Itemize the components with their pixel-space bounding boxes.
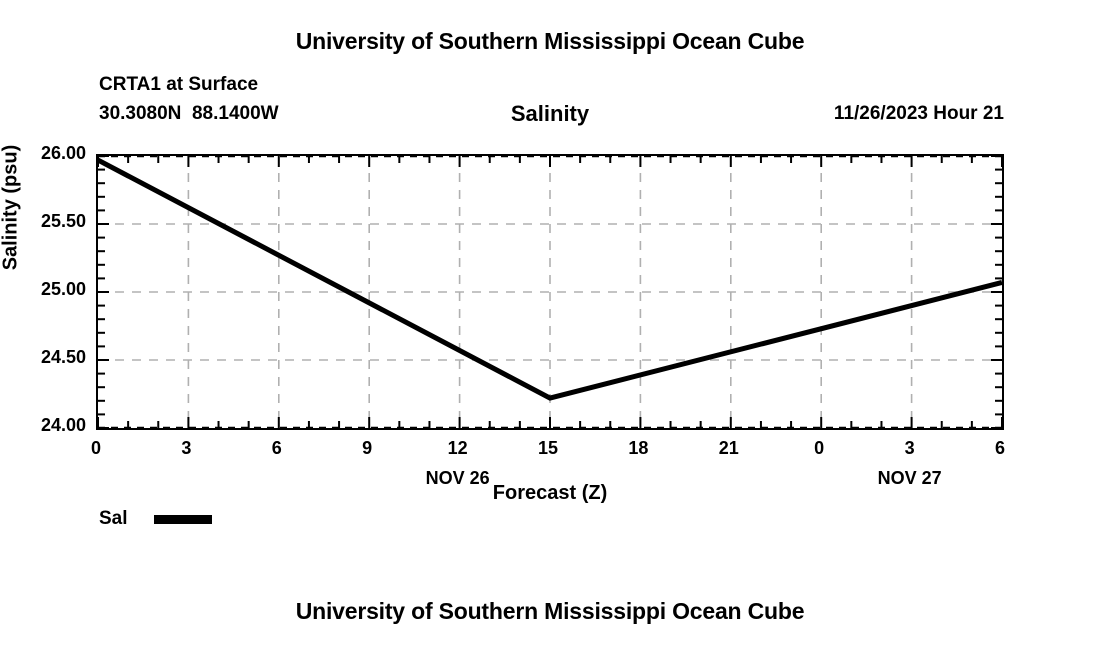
x-day-label: NOV 26 (425, 468, 490, 488)
plot-canvas (96, 154, 1003, 430)
y-tick-label: 25.00 (40, 279, 86, 299)
page-title-top: University of Southern Mississippi Ocean… (295, 28, 805, 54)
x-tick-label: 0 (814, 438, 825, 458)
y-tick-label: 24.50 (40, 347, 86, 367)
y-axis-title: Salinity (psu) (0, 144, 22, 271)
chart-legend: Sal (99, 508, 212, 530)
plot-area (96, 154, 1004, 430)
x-day-label: NOV 27 (877, 468, 942, 488)
x-tick-label: 18 (628, 438, 649, 458)
x-tick-label: 0 (90, 438, 101, 458)
x-axis-title: Forecast (Z) (492, 482, 608, 504)
y-tick-label: 26.00 (40, 143, 86, 163)
forecast-datetime: 11/26/2023 Hour 21 (833, 103, 1004, 124)
station-coordinates: 30.3080N 88.1400W (99, 103, 279, 124)
x-tick-label: 12 (447, 438, 468, 458)
x-tick-label: 9 (362, 438, 373, 458)
station-name: CRTA1 at Surface (99, 74, 259, 95)
x-tick-label: 6 (271, 438, 282, 458)
x-tick-label: 3 (181, 438, 192, 458)
x-tick-label: 3 (904, 438, 915, 458)
page-title-bottom: University of Southern Mississippi Ocean… (295, 598, 805, 624)
y-tick-label: 25.50 (40, 211, 86, 231)
series-line-sal (96, 157, 1003, 401)
x-tick-label: 6 (994, 438, 1005, 458)
y-tick-label: 24.00 (40, 415, 86, 435)
x-tick-label: 15 (537, 438, 559, 458)
legend-swatch-sal (153, 514, 212, 524)
chart-subtitle: Salinity (510, 101, 590, 126)
x-tick-label: 21 (718, 438, 739, 458)
legend-label-sal: Sal (99, 508, 128, 529)
